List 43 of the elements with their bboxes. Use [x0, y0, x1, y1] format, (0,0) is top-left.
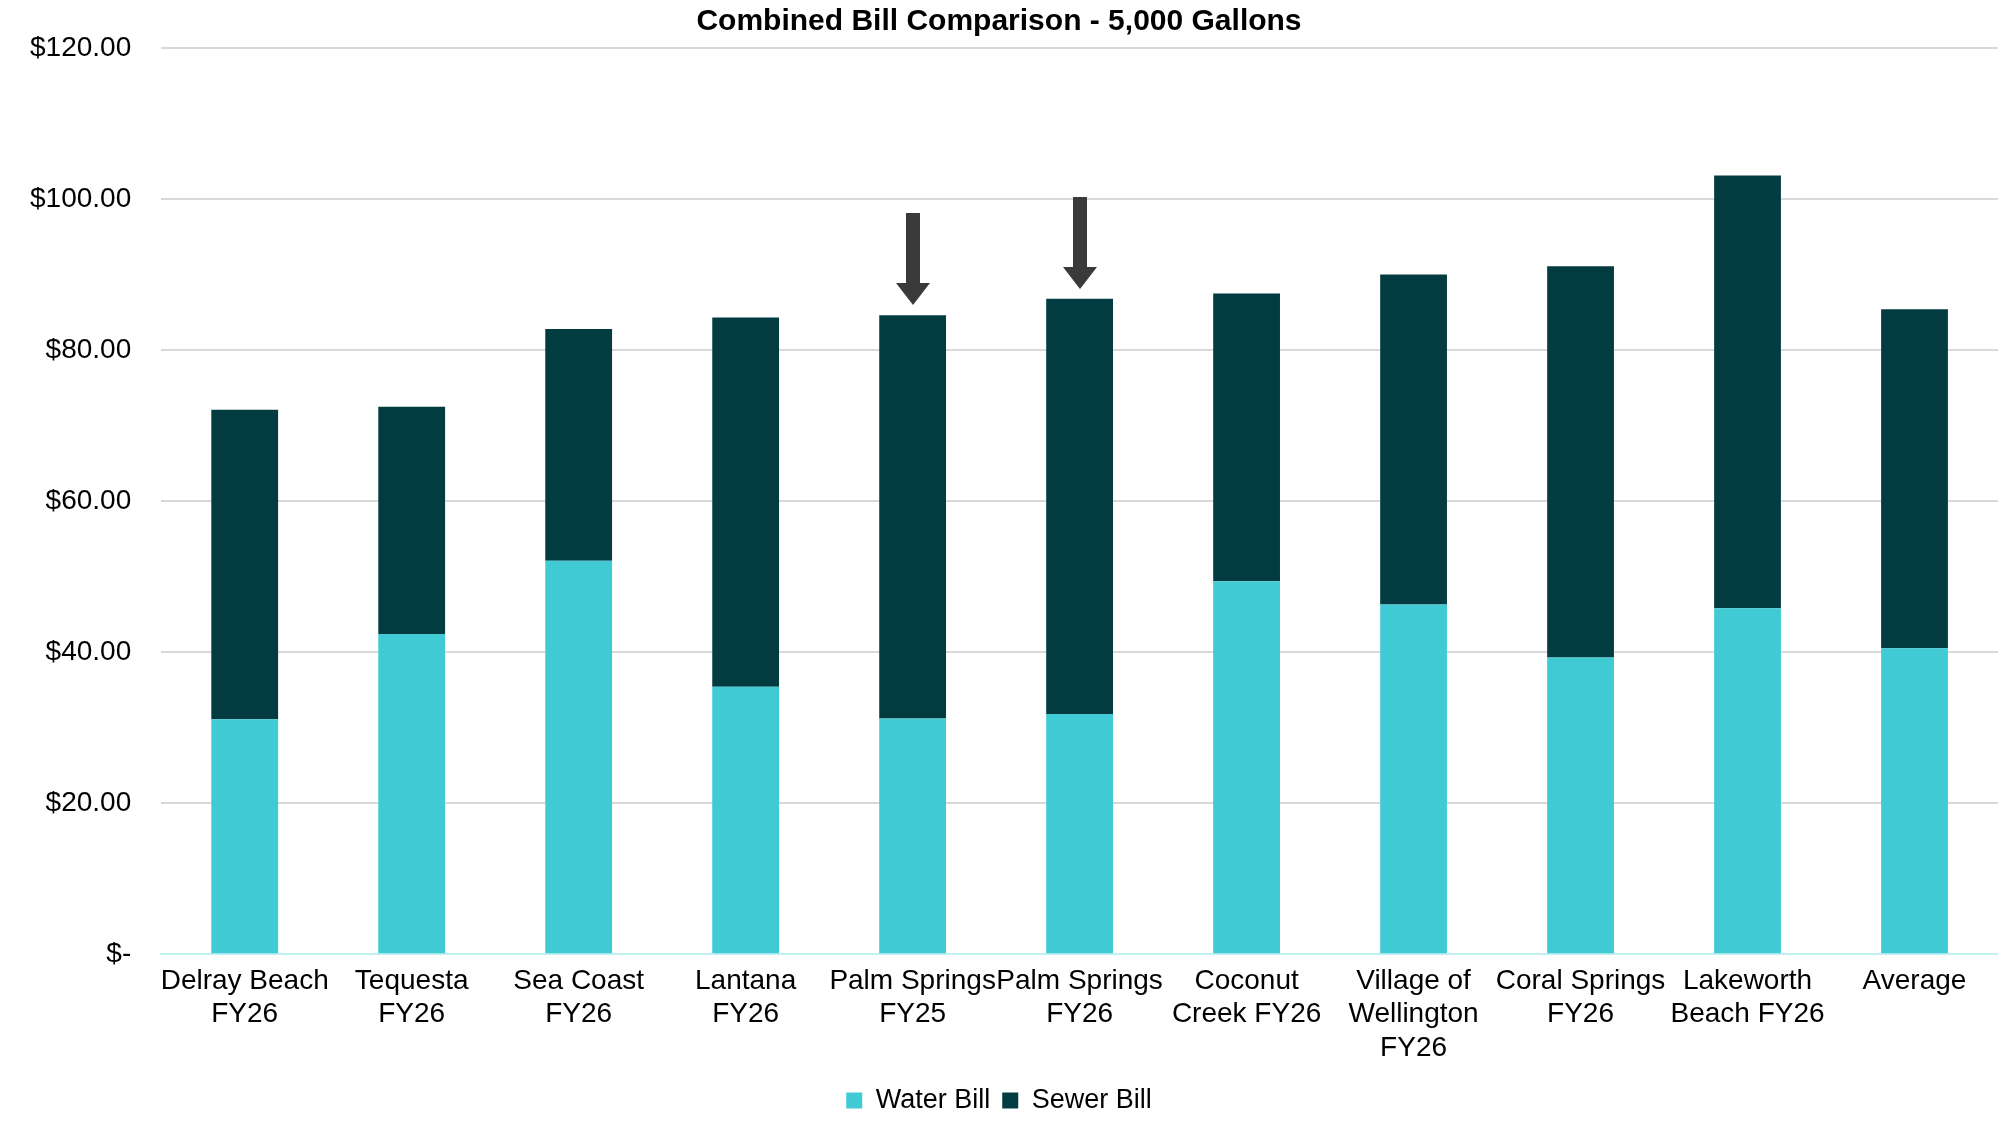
bar: [712, 317, 780, 687]
bar: [1213, 581, 1280, 954]
bar: [1714, 175, 1781, 609]
x-tick-label: Lakeworth Beach FY26: [1670, 963, 1825, 1029]
x-tick-label: Sea Coast FY26: [513, 963, 645, 1029]
x-tick-label: Palm Springs FY25: [829, 963, 996, 1029]
x-tick-label: Tequesta FY26: [354, 963, 469, 1029]
y-tick-label: $80.00: [45, 332, 132, 364]
bar: [879, 718, 947, 954]
y-tick-label: $60.00: [45, 483, 132, 515]
bar: [378, 406, 446, 635]
bar: [545, 328, 613, 561]
bar: [1046, 714, 1113, 954]
x-tick-label: Coral Springs FY26: [1495, 963, 1666, 1029]
bar: [1213, 293, 1280, 582]
x-tick-label: Average: [1862, 963, 1967, 995]
bar: [211, 719, 279, 954]
bar: [712, 686, 780, 954]
legend-label: Sewer Bill: [1031, 1083, 1152, 1114]
bar: [879, 315, 947, 719]
x-tick-label: Delray Beach FY26: [160, 963, 329, 1029]
y-tick-label: $20.00: [45, 785, 132, 817]
bar: [1881, 648, 1948, 954]
x-tick-label: Palm Springs FY26: [996, 963, 1163, 1029]
y-tick-label: $100.00: [29, 181, 132, 213]
bar: [1380, 604, 1447, 954]
bar: [1547, 657, 1614, 954]
bar: [545, 560, 613, 954]
y-tick-label: $120.00: [29, 30, 132, 62]
chart-title: Combined Bill Comparison - 5,000 Gallons: [696, 3, 1302, 37]
x-tick-label: Lantana FY26: [695, 963, 797, 1029]
bar: [378, 634, 446, 954]
x-tick-label: Village of Wellington FY26: [1348, 963, 1479, 1062]
y-tick-label: $-: [106, 936, 132, 968]
bar: [1046, 298, 1113, 715]
y-tick-label: $40.00: [45, 634, 132, 666]
bar: [1881, 309, 1948, 649]
legend-label: Water Bill: [875, 1083, 991, 1114]
bar: [1547, 266, 1614, 658]
bar: [1380, 274, 1447, 605]
bar: [211, 409, 279, 720]
x-tick-label: Coconut Creek FY26: [1171, 963, 1322, 1029]
bar: [1714, 608, 1781, 954]
